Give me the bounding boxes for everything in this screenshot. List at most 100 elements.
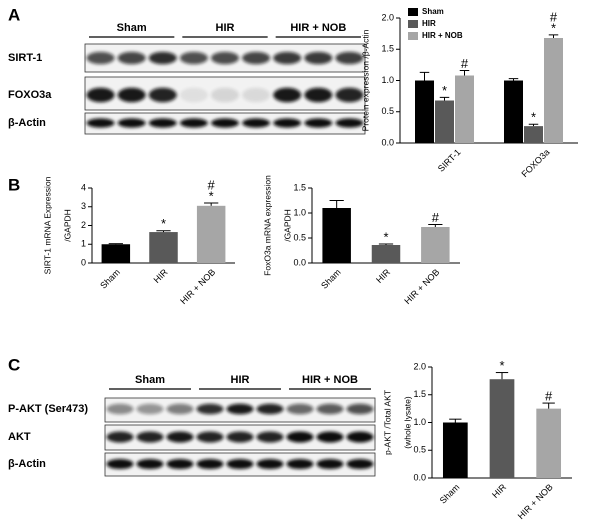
blot-row-label: FOXO3a bbox=[8, 89, 52, 101]
blot-band bbox=[106, 403, 134, 415]
blot-band bbox=[86, 87, 115, 103]
blot-band bbox=[86, 51, 115, 65]
legend-label: Sham bbox=[422, 7, 444, 16]
significance-mark: # bbox=[461, 56, 469, 71]
panel-letter: A bbox=[8, 5, 20, 24]
bar bbox=[322, 208, 351, 263]
panel-letter: C bbox=[8, 355, 20, 374]
blot-band bbox=[316, 458, 344, 470]
y-tick-label: 0.0 bbox=[381, 137, 394, 147]
blot-band bbox=[242, 118, 271, 128]
y-tick-label: 1.0 bbox=[413, 417, 426, 427]
blot-band bbox=[148, 118, 177, 128]
legend-label: HIR + NOB bbox=[422, 31, 463, 40]
blot-row-label: AKT bbox=[8, 431, 31, 443]
x-tick-label: HIR + NOB bbox=[178, 267, 217, 306]
blot-band bbox=[304, 118, 333, 128]
bar bbox=[489, 379, 515, 478]
blot-band bbox=[335, 118, 364, 128]
blot-band bbox=[273, 51, 302, 65]
significance-mark: # bbox=[545, 389, 553, 404]
blot-band bbox=[242, 87, 271, 103]
blot-band bbox=[256, 431, 284, 443]
legend-swatch bbox=[408, 32, 418, 40]
x-tick-label: Sham bbox=[438, 482, 462, 506]
significance-mark: # bbox=[208, 177, 216, 192]
significance-mark: # bbox=[550, 9, 558, 24]
blot-band bbox=[196, 458, 224, 470]
panel-letter: B bbox=[8, 175, 20, 194]
group-label: Sham bbox=[117, 22, 147, 34]
y-tick-label: 0 bbox=[81, 257, 86, 267]
y-tick-label: 0.0 bbox=[293, 257, 306, 267]
y-tick-label: 1.5 bbox=[381, 44, 394, 54]
y-tick-label: 1.5 bbox=[293, 182, 306, 192]
bar bbox=[524, 126, 543, 143]
blot-row-label: β-Actin bbox=[8, 458, 46, 470]
x-tick-label: HIR bbox=[490, 482, 508, 500]
y-tick-label: 1 bbox=[81, 239, 86, 249]
blot-row-label: P-AKT (Ser473) bbox=[8, 403, 88, 415]
blot-band bbox=[286, 458, 314, 470]
blot-band bbox=[179, 118, 208, 128]
x-tick-label: Sham bbox=[98, 267, 122, 291]
bar bbox=[371, 245, 401, 263]
blot-band bbox=[256, 403, 284, 415]
blot-band bbox=[86, 118, 115, 128]
significance-mark: * bbox=[499, 358, 504, 373]
y-tick-label: 1.0 bbox=[293, 207, 306, 217]
x-tick-label: HIR bbox=[152, 267, 170, 285]
y-axis-title: Protein expression /β-Actin bbox=[360, 29, 370, 131]
blot-band bbox=[273, 118, 302, 128]
blot-band bbox=[117, 87, 146, 103]
group-label: Sham bbox=[135, 374, 165, 386]
bar bbox=[421, 227, 450, 263]
y-axis-title: /GAPDH bbox=[282, 209, 292, 242]
bar bbox=[101, 244, 131, 263]
significance-mark: * bbox=[383, 229, 388, 244]
y-axis-title: SIRT-1 mRNA Expression bbox=[42, 176, 52, 274]
significance-mark: * bbox=[442, 83, 447, 98]
blot-band bbox=[226, 403, 254, 415]
x-tick-label: SIRT-1 bbox=[436, 147, 463, 174]
y-axis-title: /GAPDH bbox=[62, 209, 72, 242]
blot-band bbox=[304, 87, 333, 103]
blot-band bbox=[136, 403, 164, 415]
x-tick-label: Sham bbox=[319, 267, 343, 291]
y-axis-title: FoxO3a mRNA expression bbox=[262, 175, 272, 276]
blot-band bbox=[106, 458, 134, 470]
blot-band bbox=[286, 403, 314, 415]
blot-band bbox=[148, 51, 177, 65]
blot-band bbox=[179, 51, 208, 65]
y-tick-label: 2.0 bbox=[413, 361, 426, 371]
blot-band bbox=[242, 51, 271, 65]
blot-band bbox=[211, 51, 239, 65]
y-tick-label: 2 bbox=[81, 220, 86, 230]
significance-mark: * bbox=[551, 20, 556, 35]
significance-mark: * bbox=[209, 188, 214, 203]
blot-band bbox=[166, 431, 194, 443]
y-tick-label: 0.5 bbox=[413, 445, 426, 455]
blot-band bbox=[346, 403, 374, 415]
blot-band bbox=[273, 87, 302, 103]
legend-swatch bbox=[408, 20, 418, 28]
blot-band bbox=[226, 458, 254, 470]
bar bbox=[415, 80, 434, 143]
blot-band bbox=[136, 431, 164, 443]
x-tick-label: FOXO3a bbox=[519, 147, 551, 179]
blot-band bbox=[179, 87, 208, 103]
bar bbox=[435, 100, 454, 143]
blot-row-label: SIRT-1 bbox=[8, 52, 42, 64]
blot-band bbox=[106, 431, 134, 443]
bar bbox=[442, 422, 468, 478]
group-label: HIR bbox=[216, 22, 235, 34]
blot-band bbox=[346, 431, 374, 443]
blot-band bbox=[335, 87, 364, 103]
blot-band bbox=[256, 458, 284, 470]
blot-band bbox=[286, 431, 314, 443]
y-tick-label: 4 bbox=[81, 182, 86, 192]
blot-band bbox=[211, 87, 239, 103]
bar bbox=[455, 75, 474, 143]
x-tick-label: HIR bbox=[374, 267, 392, 285]
